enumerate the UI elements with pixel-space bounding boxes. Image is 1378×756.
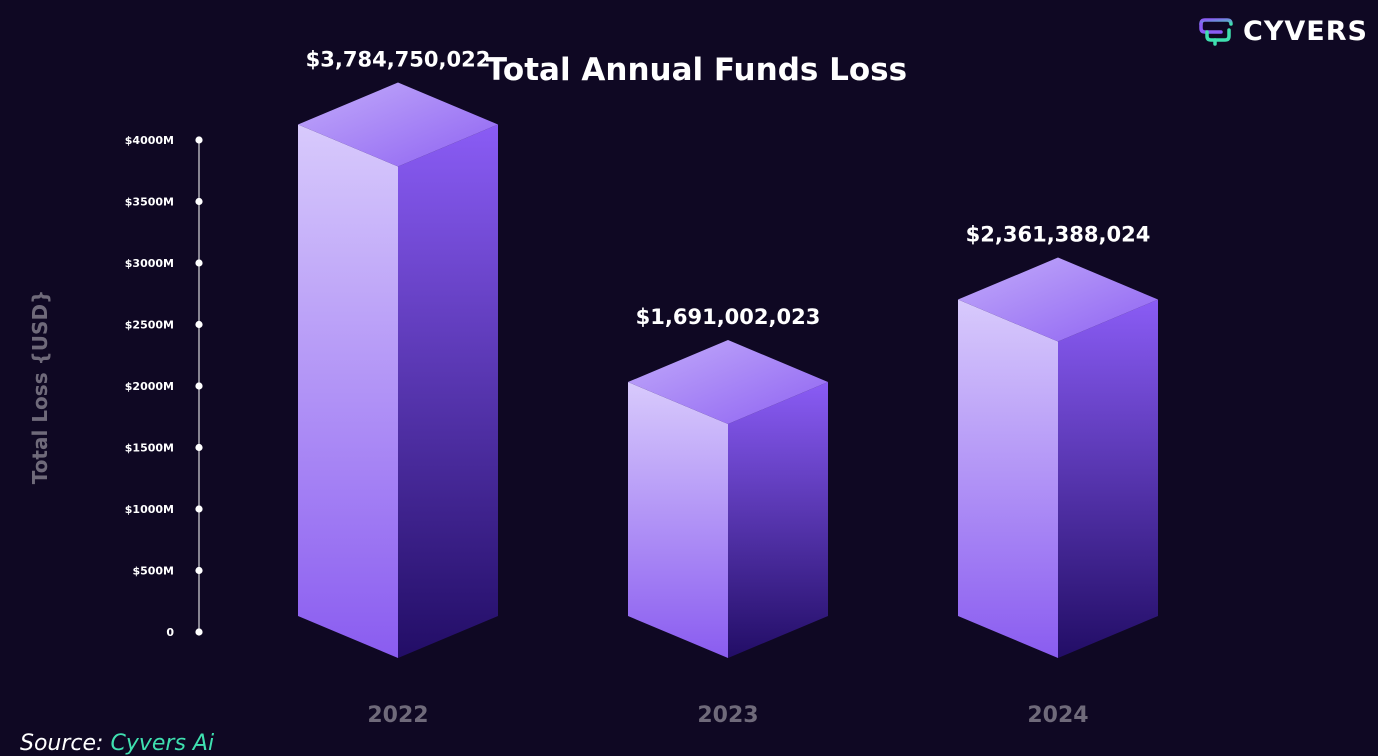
x-tick-label: 2023 [697, 703, 758, 728]
y-tick-label: $500M [132, 565, 174, 578]
y-tick-label: $3000M [125, 257, 174, 270]
y-tick-dot [195, 443, 203, 452]
y-tick-dot [195, 566, 203, 575]
brand-name: CYVERS [1243, 16, 1368, 47]
chart-title: Total Annual Funds Loss [485, 52, 908, 88]
bar-2022 [298, 82, 498, 658]
y-tick-label: $2500M [125, 319, 174, 332]
bar-top-face [958, 257, 1158, 342]
cyvers-logo-icon [1199, 17, 1233, 46]
y-tick-label: $3500M [125, 196, 174, 209]
x-tick-label: 2024 [1027, 703, 1088, 728]
y-tick-dot [195, 382, 203, 390]
bar-front-face [298, 124, 398, 658]
bar-side-face [1058, 299, 1158, 658]
y-tick-dot [195, 197, 203, 206]
y-tick-dot [195, 136, 203, 144]
bar-2023 [628, 340, 828, 658]
bar-value-label: $1,691,002,023 [636, 305, 821, 329]
y-tick-label: 0 [166, 626, 174, 639]
bar-value-label: $3,784,750,022 [306, 47, 491, 71]
bar-side-face [728, 382, 828, 658]
bar-value-label: $2,361,388,024 [966, 223, 1151, 247]
brand-logo: CYVERS [1199, 16, 1368, 47]
y-tick-label: $4000M [125, 134, 174, 147]
bar-front-face [628, 382, 728, 658]
bar-2024 [958, 257, 1158, 658]
y-tick-dot [195, 505, 203, 513]
y-tick-label: $2000M [125, 380, 174, 393]
bar-top-face [298, 82, 498, 167]
bar-front-face [958, 299, 1058, 658]
x-tick-label: 2022 [367, 703, 428, 728]
y-tick-dot [195, 259, 203, 267]
bar-side-face [398, 124, 498, 658]
bar-top-face [628, 340, 828, 425]
y-tick-label: $1500M [125, 442, 174, 455]
y-tick-dot [195, 628, 203, 636]
y-tick-dot [195, 320, 203, 329]
y-tick-label: $1000M [125, 503, 174, 516]
